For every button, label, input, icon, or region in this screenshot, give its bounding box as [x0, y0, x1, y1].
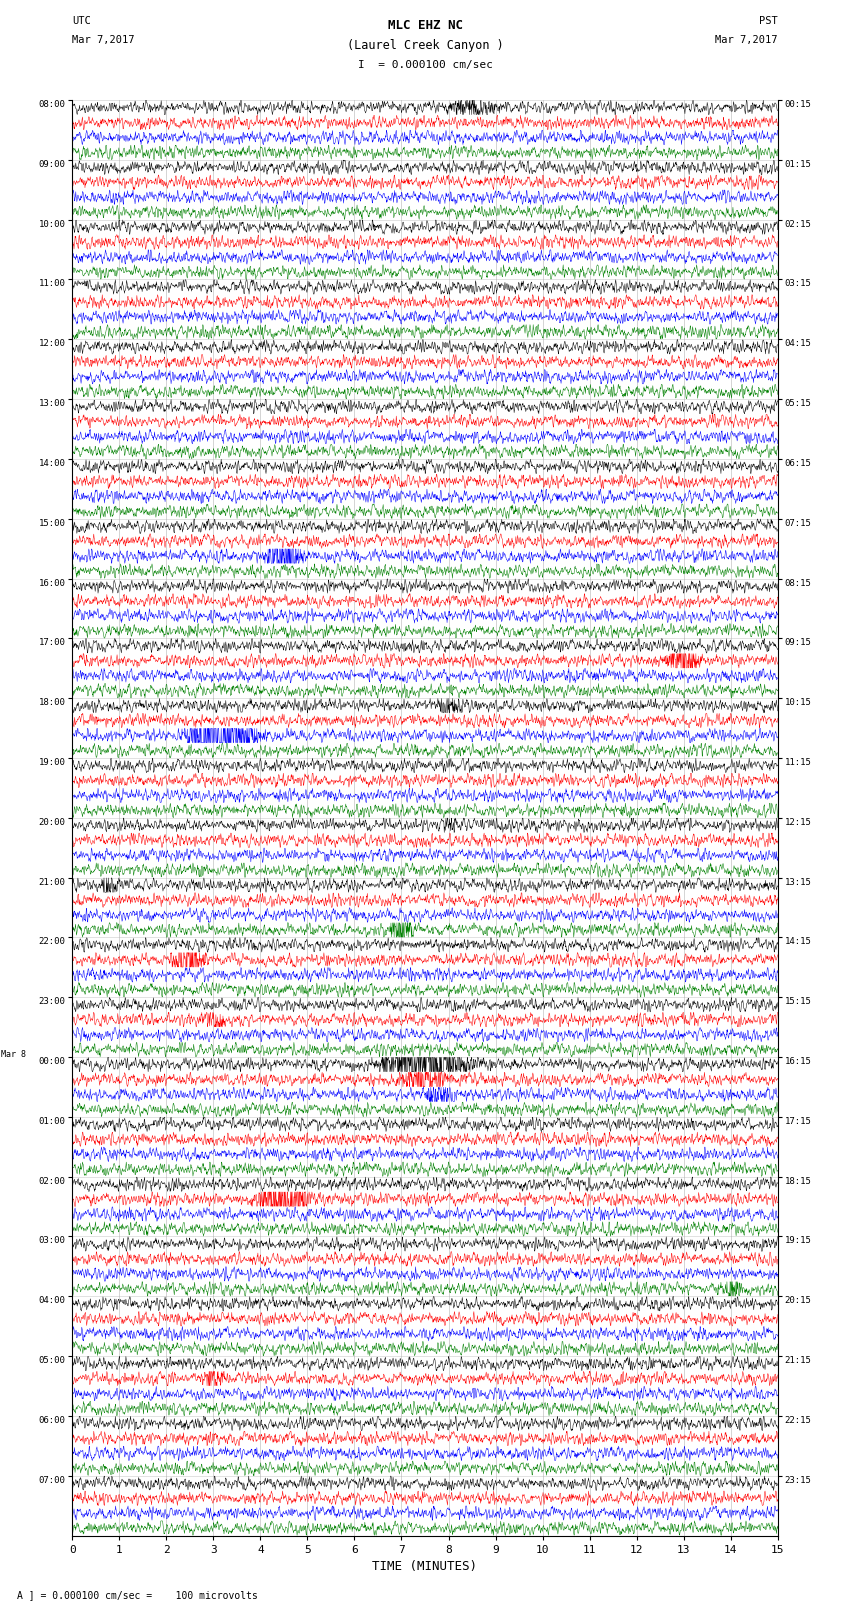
- Text: UTC: UTC: [72, 16, 91, 26]
- Text: Mar 7,2017: Mar 7,2017: [72, 35, 135, 45]
- X-axis label: TIME (MINUTES): TIME (MINUTES): [372, 1560, 478, 1573]
- Text: A ] = 0.000100 cm/sec =    100 microvolts: A ] = 0.000100 cm/sec = 100 microvolts: [17, 1590, 258, 1600]
- Text: Mar 8: Mar 8: [2, 1050, 26, 1058]
- Text: (Laurel Creek Canyon ): (Laurel Creek Canyon ): [347, 39, 503, 52]
- Text: MLC EHZ NC: MLC EHZ NC: [388, 19, 462, 32]
- Text: I  = 0.000100 cm/sec: I = 0.000100 cm/sec: [358, 60, 492, 69]
- Text: PST: PST: [759, 16, 778, 26]
- Text: Mar 7,2017: Mar 7,2017: [715, 35, 778, 45]
